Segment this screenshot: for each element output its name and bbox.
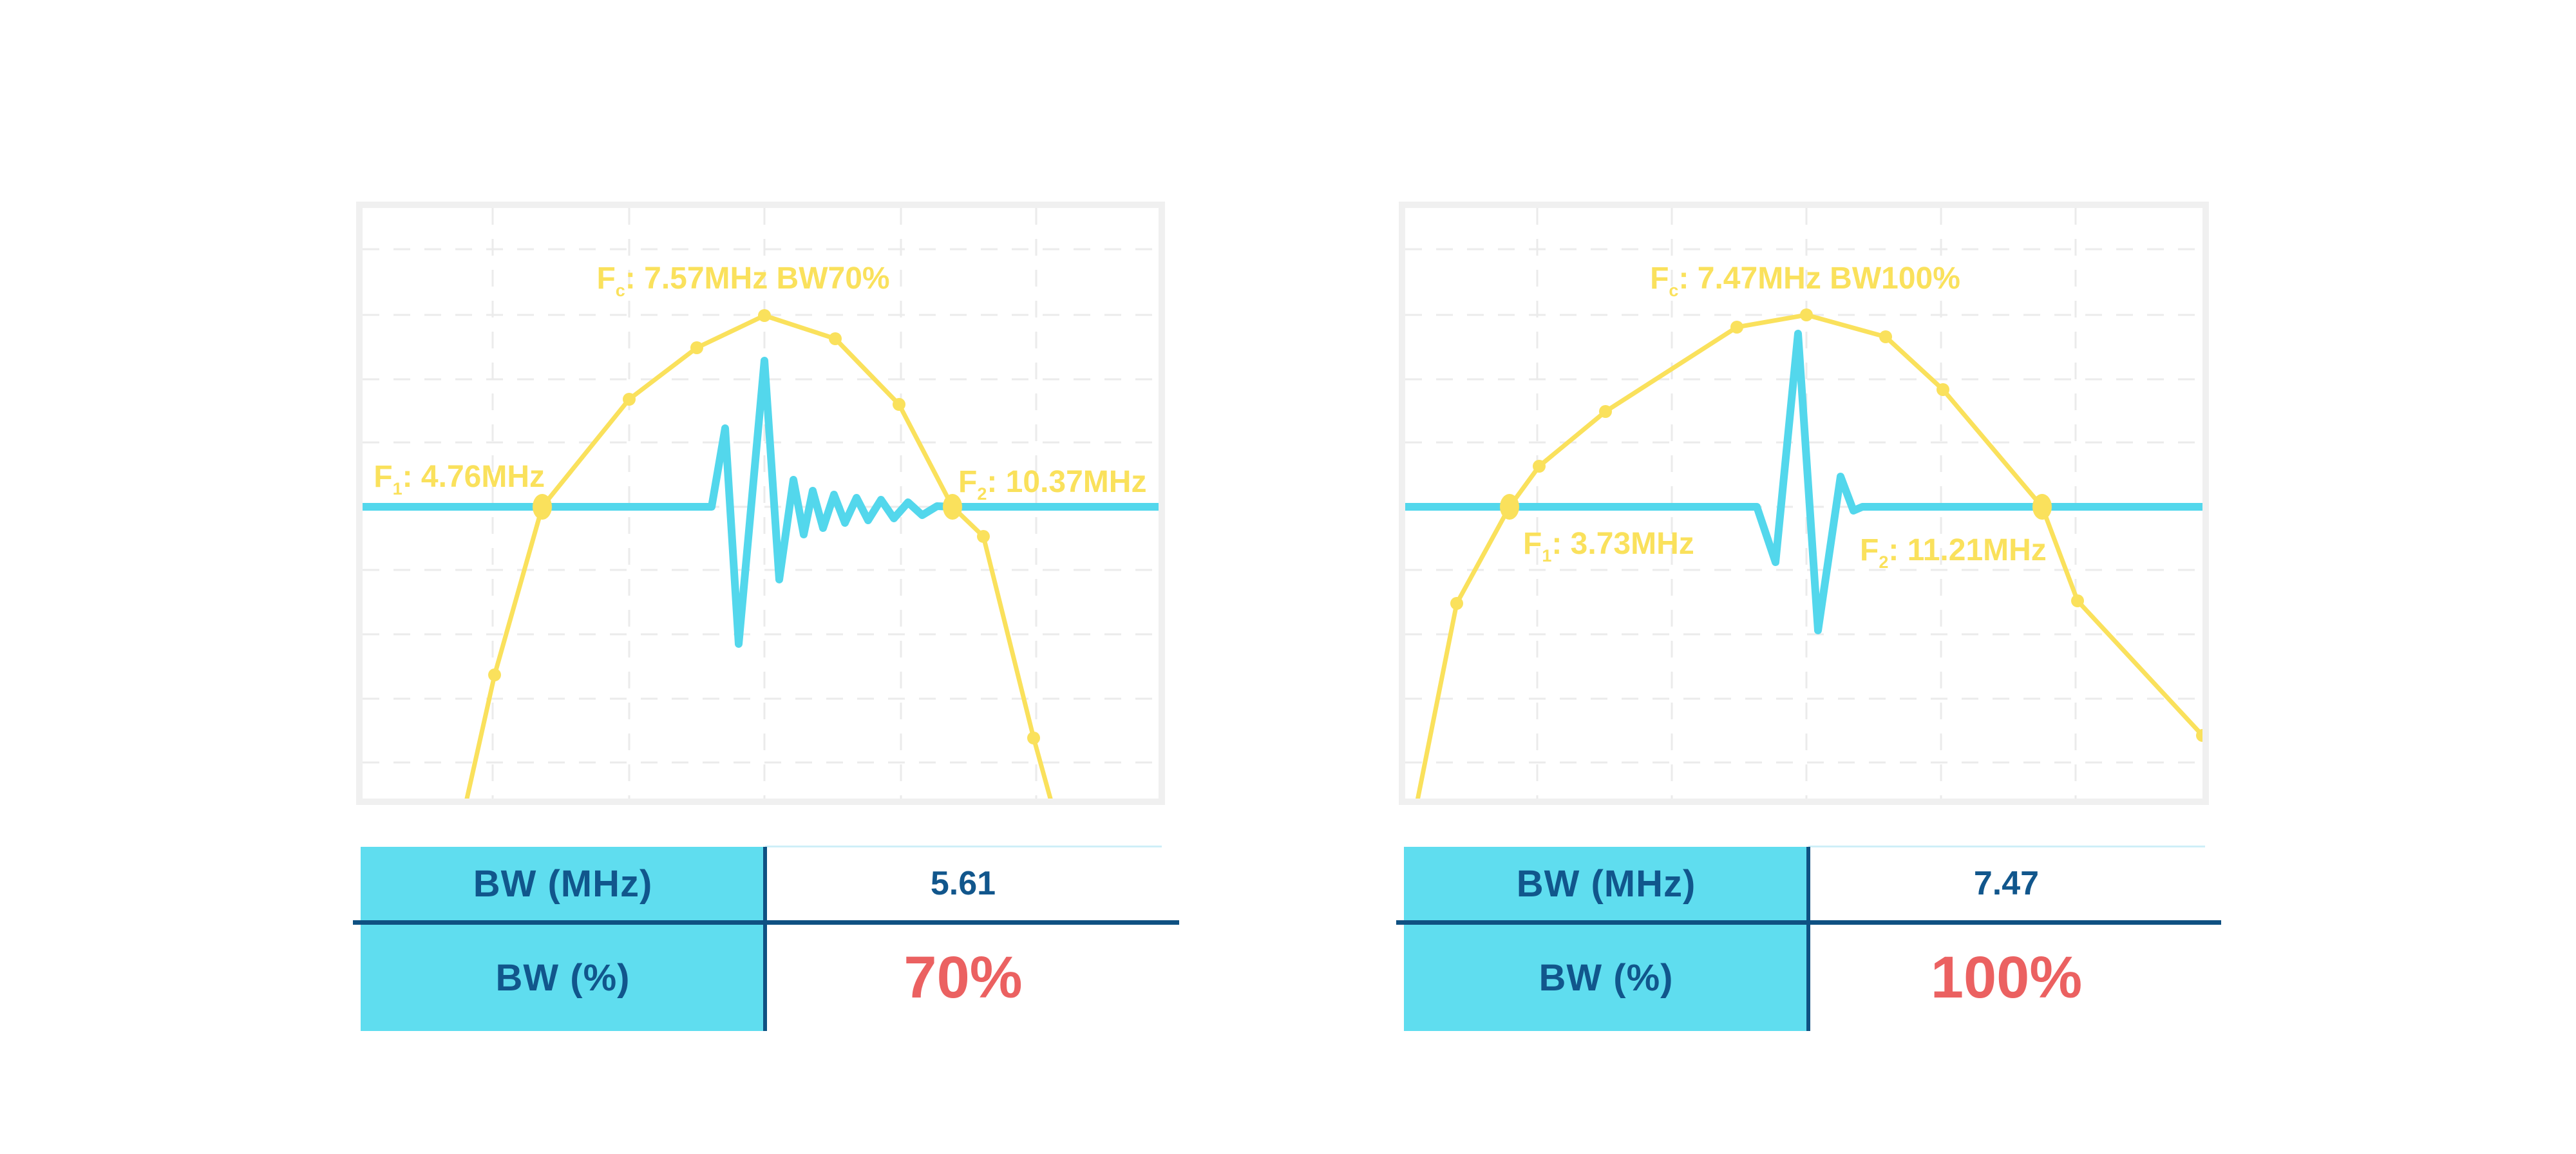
fc-prefix: F bbox=[1650, 261, 1669, 296]
table-column-divider bbox=[1806, 847, 1810, 1031]
plot-area-left: Fc: 7.57MHz BW70% F1: 4.76MHz F2: 10.37M… bbox=[363, 208, 1159, 799]
fc-subscript: c bbox=[615, 281, 625, 300]
bw-mhz-value: 7.47 bbox=[1973, 865, 2040, 902]
fc-subscript: c bbox=[1669, 281, 1679, 300]
f1-label: F1: 4.76MHz bbox=[374, 460, 545, 498]
f2-prefix: F bbox=[958, 465, 978, 499]
f1-text: : 4.76MHz bbox=[402, 460, 545, 494]
f1-label: F1: 3.73MHz bbox=[1523, 527, 1694, 565]
f2-label: F2: 11.21MHz bbox=[1860, 533, 2047, 571]
table-row-separator bbox=[1396, 920, 2221, 925]
bw-mhz-value: 5.61 bbox=[930, 865, 996, 902]
f1-prefix: F bbox=[374, 460, 393, 494]
chart-canvas-left bbox=[363, 208, 1159, 799]
chart-left: Fc: 7.57MHz BW70% F1: 4.76MHz F2: 10.37M… bbox=[356, 202, 1165, 805]
table-row-separator bbox=[353, 920, 1179, 925]
f1-text: : 3.73MHz bbox=[1551, 527, 1694, 561]
bw-table-right: BW (MHz) BW (%) 7.47 100% bbox=[1396, 844, 2221, 1037]
fc-text: : 7.47MHz BW100% bbox=[1678, 261, 1960, 296]
chart-right: Fc: 7.47MHz BW100% F1: 3.73MHz F2: 11.21… bbox=[1399, 202, 2209, 805]
table-column-divider bbox=[763, 847, 767, 1031]
f2-subscript: 2 bbox=[977, 484, 987, 504]
f1-prefix: F bbox=[1523, 527, 1542, 561]
fc-label: Fc: 7.57MHz BW70% bbox=[596, 261, 890, 299]
table-header-column bbox=[361, 847, 765, 1031]
bw-percent-label: BW (%) bbox=[495, 957, 630, 999]
chart-canvas-right bbox=[1405, 208, 2202, 799]
table-top-line bbox=[765, 846, 1162, 847]
bw-table-left: BW (MHz) BW (%) 5.61 70% bbox=[353, 844, 1179, 1037]
f2-label: F2: 10.37MHz bbox=[958, 465, 1147, 503]
fc-prefix: F bbox=[596, 261, 616, 296]
f2-text: : 10.37MHz bbox=[987, 465, 1147, 499]
bw-percent-value: 70% bbox=[904, 945, 1023, 1010]
table-top-line bbox=[1808, 846, 2205, 847]
table-header-column bbox=[1404, 847, 1808, 1031]
f1-subscript: 1 bbox=[1542, 546, 1552, 565]
bw-percent-label: BW (%) bbox=[1539, 957, 1674, 999]
bw-mhz-label: BW (MHz) bbox=[473, 862, 653, 905]
f2-text: : 11.21MHz bbox=[1888, 533, 2047, 567]
f2-subscript: 2 bbox=[1879, 553, 1889, 572]
bw-percent-value: 100% bbox=[1930, 945, 2083, 1010]
plot-area-right: Fc: 7.47MHz BW100% F1: 3.73MHz F2: 11.21… bbox=[1405, 208, 2202, 799]
bw-mhz-label: BW (MHz) bbox=[1516, 862, 1696, 905]
fc-text: : 7.57MHz BW70% bbox=[625, 261, 890, 296]
f2-prefix: F bbox=[1860, 533, 1879, 567]
fc-label: Fc: 7.47MHz BW100% bbox=[1650, 261, 1960, 299]
f1-subscript: 1 bbox=[392, 479, 402, 498]
